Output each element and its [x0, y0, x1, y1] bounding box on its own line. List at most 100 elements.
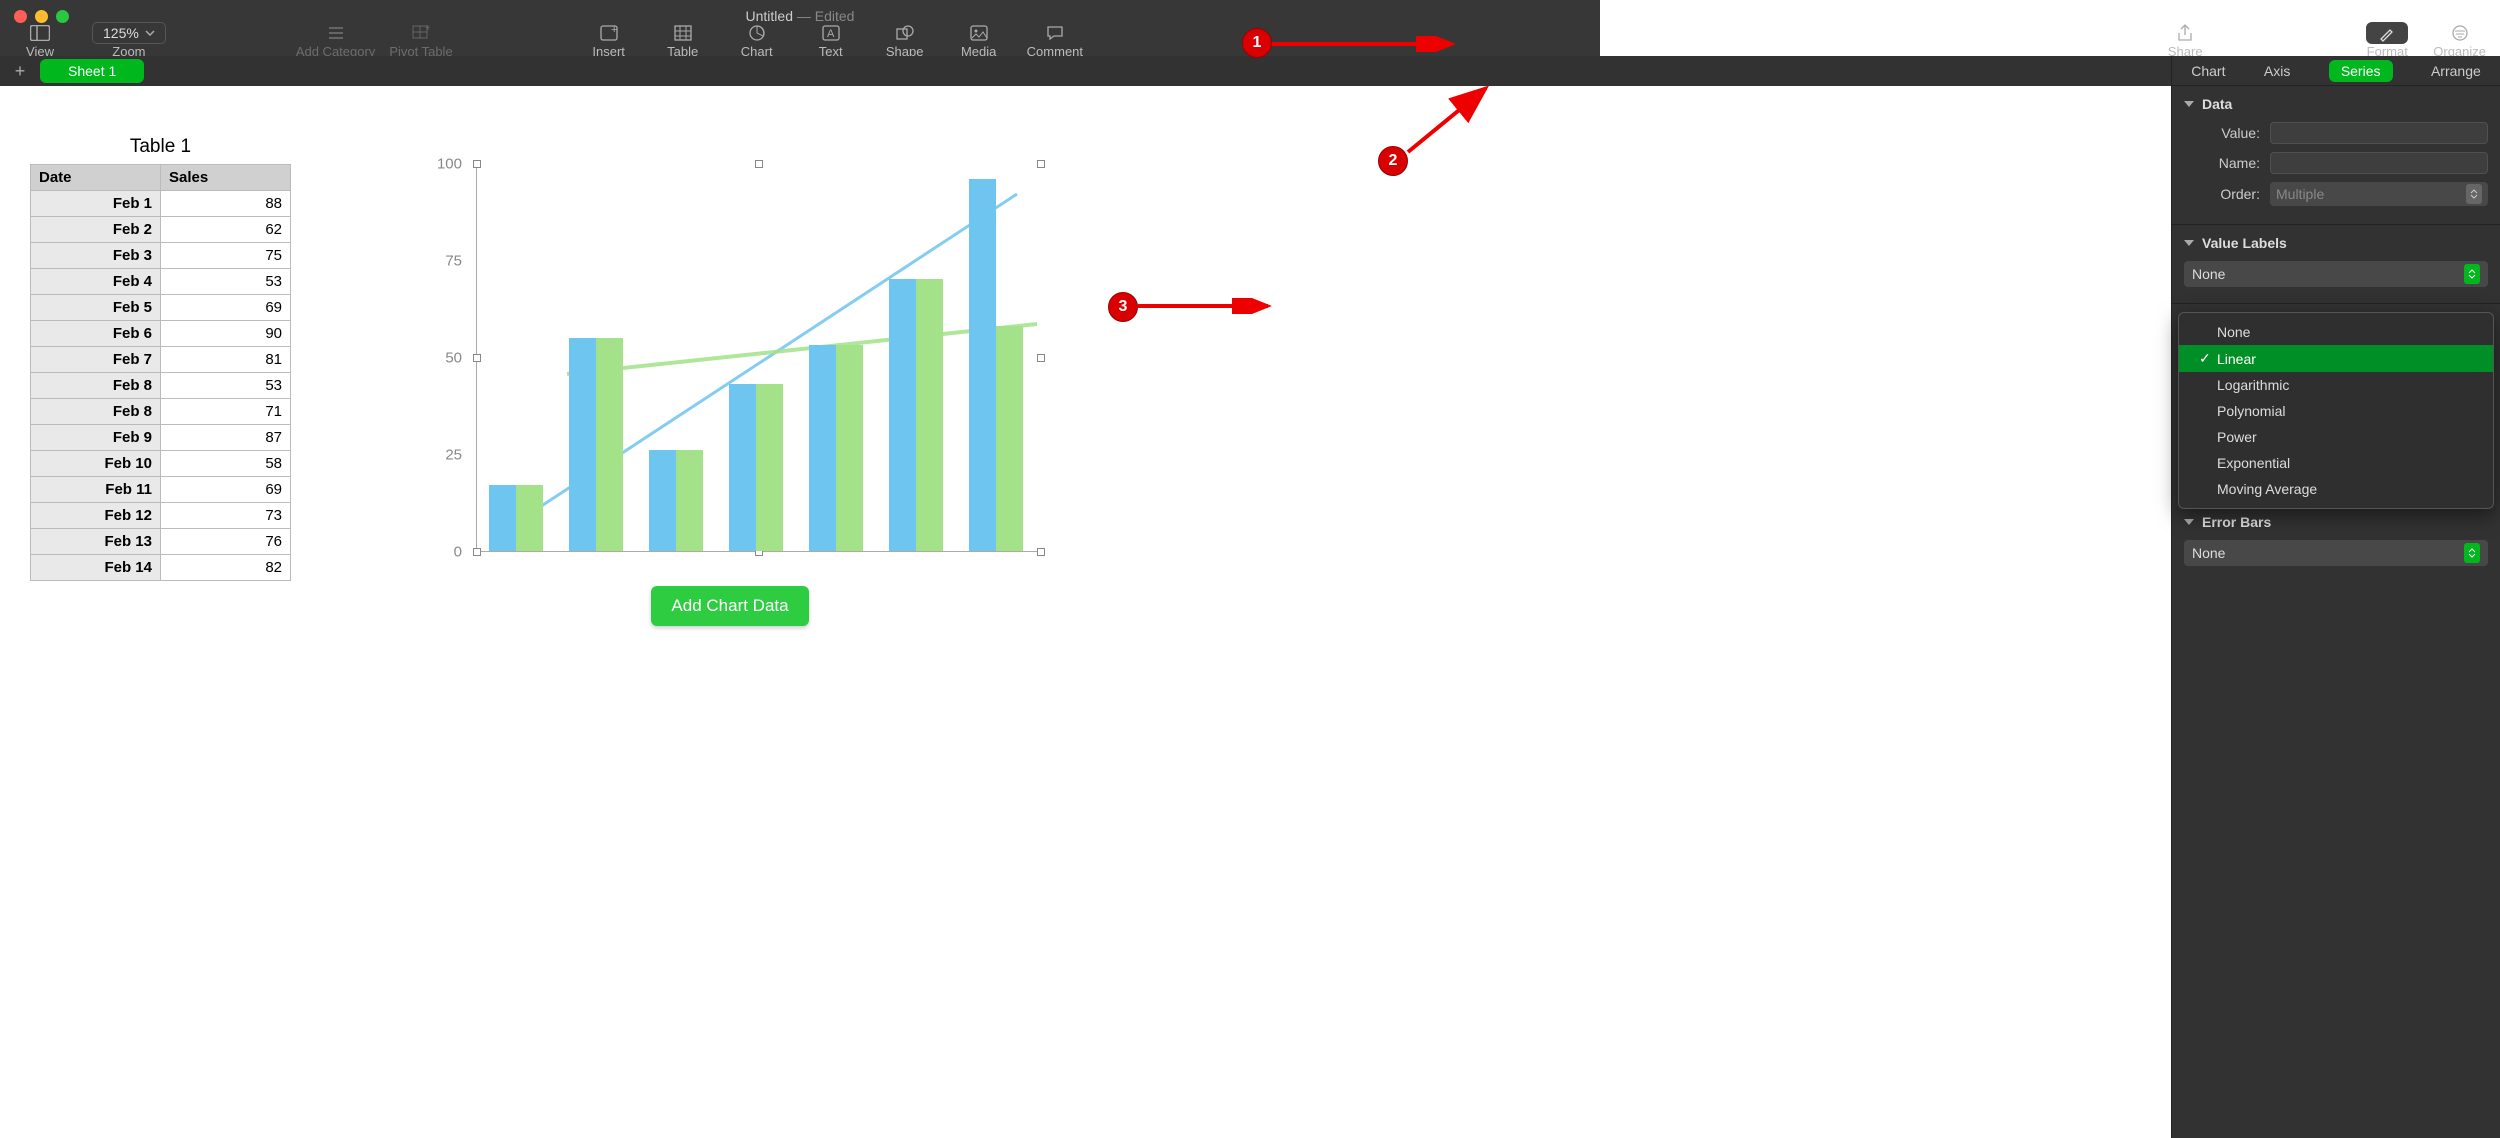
selection-handle[interactable]	[1037, 354, 1045, 362]
chart-button[interactable]: Chart	[731, 22, 783, 59]
table-row[interactable]: Feb 1376	[31, 529, 291, 555]
value-labels-header[interactable]: Value Labels	[2184, 235, 2488, 251]
table-row[interactable]: Feb 781	[31, 347, 291, 373]
table-row[interactable]: Feb 871	[31, 399, 291, 425]
table[interactable]: Date Sales Feb 188Feb 262Feb 375Feb 453F…	[30, 164, 291, 581]
cell-value[interactable]: 53	[161, 373, 291, 399]
cell-date[interactable]: Feb 9	[31, 425, 161, 451]
trendline-option[interactable]: Logarithmic	[2179, 372, 2493, 398]
error-bars-header[interactable]: Error Bars	[2184, 514, 2488, 530]
cell-value[interactable]: 88	[161, 191, 291, 217]
bar-green[interactable]	[516, 485, 543, 551]
cell-date[interactable]: Feb 8	[31, 399, 161, 425]
add-sheet-button[interactable]: +	[10, 61, 30, 81]
name-input[interactable]	[2270, 152, 2488, 174]
cell-date[interactable]: Feb 4	[31, 269, 161, 295]
order-select[interactable]: Multiple	[2270, 182, 2488, 206]
tab-arrange[interactable]: Arrange	[2431, 63, 2481, 79]
cell-date[interactable]: Feb 11	[31, 477, 161, 503]
bar-blue[interactable]	[649, 450, 676, 551]
bar-blue[interactable]	[729, 384, 756, 551]
table-row[interactable]: Feb 987	[31, 425, 291, 451]
error-bars-select[interactable]: None	[2184, 540, 2488, 566]
cell-value[interactable]: 62	[161, 217, 291, 243]
chart[interactable]: 0255075100 Add Chart Data	[420, 156, 1040, 626]
table-row[interactable]: Feb 375	[31, 243, 291, 269]
trendline-option[interactable]: Moving Average	[2179, 476, 2493, 502]
comment-button[interactable]: Comment	[1027, 22, 1083, 59]
add-chart-data-button[interactable]: Add Chart Data	[651, 586, 808, 626]
add-category-button[interactable]: Add Category	[296, 22, 376, 59]
trendline-option[interactable]: Power	[2179, 424, 2493, 450]
cell-date[interactable]: Feb 3	[31, 243, 161, 269]
cell-date[interactable]: Feb 1	[31, 191, 161, 217]
format-button[interactable]: Format	[2361, 22, 2413, 59]
bar-blue[interactable]	[969, 179, 996, 551]
table-row[interactable]: Feb 1482	[31, 555, 291, 581]
trendline-option[interactable]: Exponential	[2179, 450, 2493, 476]
text-button[interactable]: AText	[805, 22, 857, 59]
table-row[interactable]: Feb 188	[31, 191, 291, 217]
cell-value[interactable]: 87	[161, 425, 291, 451]
cell-date[interactable]: Feb 7	[31, 347, 161, 373]
cell-date[interactable]: Feb 13	[31, 529, 161, 555]
media-button[interactable]: Media	[953, 22, 1005, 59]
table-row[interactable]: Feb 690	[31, 321, 291, 347]
cell-value[interactable]: 69	[161, 477, 291, 503]
bar-green[interactable]	[676, 450, 703, 551]
tab-axis[interactable]: Axis	[2264, 63, 2290, 79]
data-section-header[interactable]: Data	[2184, 96, 2488, 112]
share-button[interactable]: Share	[2159, 22, 2211, 59]
bar-blue[interactable]	[569, 338, 596, 551]
cell-date[interactable]: Feb 14	[31, 555, 161, 581]
cell-value[interactable]: 76	[161, 529, 291, 555]
cell-date[interactable]: Feb 6	[31, 321, 161, 347]
shape-button[interactable]: Shape	[879, 22, 931, 59]
bar-green[interactable]	[996, 326, 1023, 551]
selection-handle[interactable]	[1037, 160, 1045, 168]
bar-blue[interactable]	[809, 345, 836, 551]
cell-date[interactable]: Feb 12	[31, 503, 161, 529]
cell-date[interactable]: Feb 8	[31, 373, 161, 399]
tab-series[interactable]: Series	[2329, 60, 2393, 82]
selection-handle[interactable]	[1037, 548, 1045, 556]
value-input[interactable]	[2270, 122, 2488, 144]
cell-value[interactable]: 58	[161, 451, 291, 477]
zoom-button[interactable]: 125% Zoom	[92, 22, 166, 59]
selection-handle[interactable]	[473, 354, 481, 362]
insert-button[interactable]: +Insert	[583, 22, 635, 59]
value-labels-select[interactable]: None	[2184, 261, 2488, 287]
bar-green[interactable]	[836, 345, 863, 551]
table-row[interactable]: Feb 569	[31, 295, 291, 321]
table-row[interactable]: Feb 1058	[31, 451, 291, 477]
cell-value[interactable]: 75	[161, 243, 291, 269]
table-row[interactable]: Feb 1273	[31, 503, 291, 529]
cell-value[interactable]: 82	[161, 555, 291, 581]
trendline-option[interactable]: None	[2179, 319, 2493, 345]
table-row[interactable]: Feb 1169	[31, 477, 291, 503]
view-button[interactable]: View	[14, 22, 66, 59]
pivot-table-button[interactable]: + Pivot Table	[389, 22, 452, 59]
selection-handle[interactable]	[755, 160, 763, 168]
organize-button[interactable]: Organize	[2433, 22, 2486, 59]
table-row[interactable]: Feb 453	[31, 269, 291, 295]
header-date[interactable]: Date	[31, 165, 161, 191]
sheet-tab[interactable]: Sheet 1	[40, 59, 144, 83]
trendline-option[interactable]: Polynomial	[2179, 398, 2493, 424]
cell-value[interactable]: 69	[161, 295, 291, 321]
cell-value[interactable]: 71	[161, 399, 291, 425]
trendline-dropdown[interactable]: None✓LinearLogarithmicPolynomialPowerExp…	[2178, 312, 2494, 509]
bar-blue[interactable]	[889, 279, 916, 551]
header-sales[interactable]: Sales	[161, 165, 291, 191]
cell-value[interactable]: 73	[161, 503, 291, 529]
cell-date[interactable]: Feb 5	[31, 295, 161, 321]
table-button[interactable]: Table	[657, 22, 709, 59]
bar-blue[interactable]	[489, 485, 516, 551]
tab-chart[interactable]: Chart	[2191, 63, 2225, 79]
cell-value[interactable]: 81	[161, 347, 291, 373]
cell-value[interactable]: 53	[161, 269, 291, 295]
selection-handle[interactable]	[473, 548, 481, 556]
cell-value[interactable]: 90	[161, 321, 291, 347]
table-row[interactable]: Feb 853	[31, 373, 291, 399]
table-row[interactable]: Feb 262	[31, 217, 291, 243]
